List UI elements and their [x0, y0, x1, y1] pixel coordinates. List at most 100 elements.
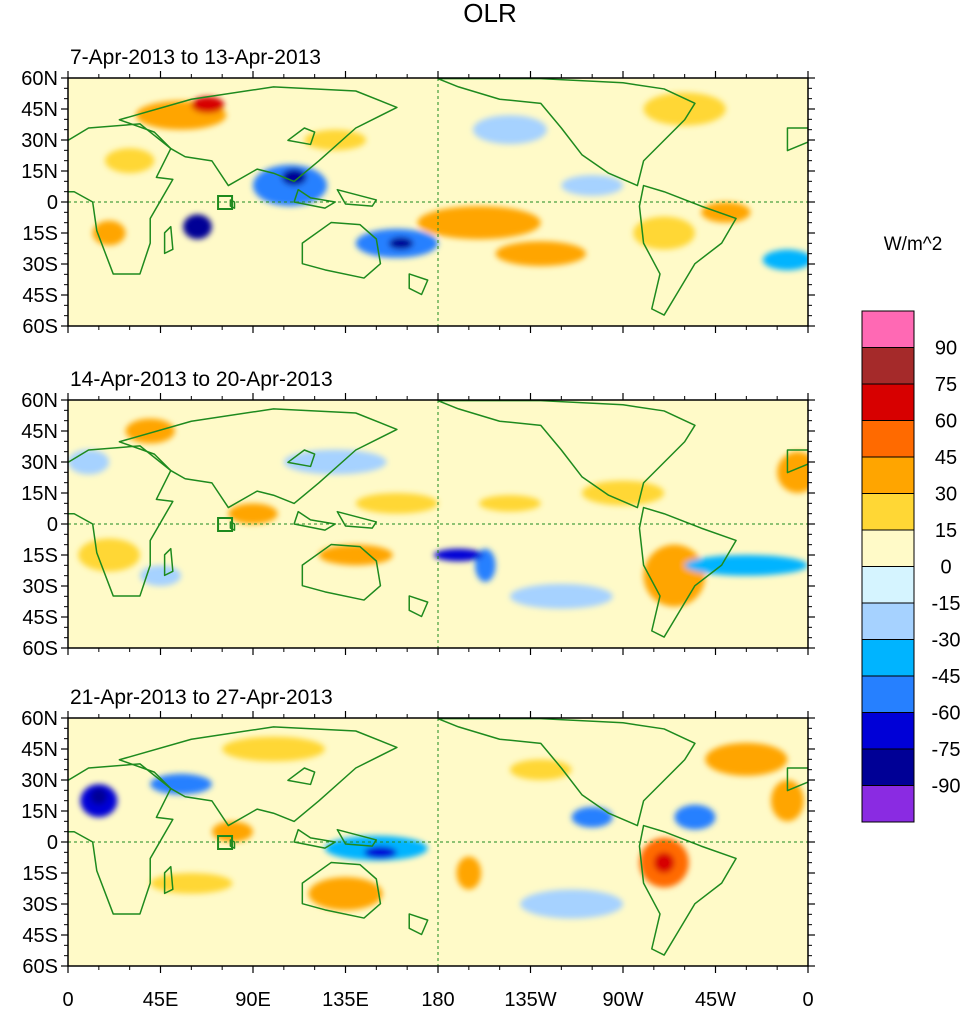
anomaly-region — [388, 237, 414, 250]
anomaly-region — [495, 241, 586, 267]
reference-box — [217, 835, 234, 850]
colorbar-swatch — [861, 602, 915, 640]
y-tick-label: 30S — [22, 894, 58, 916]
x-tick-label: 135E — [322, 989, 369, 1011]
x-tick-label: 180 — [421, 989, 454, 1011]
anomaly-region — [417, 206, 541, 240]
colorbar-swatch — [861, 675, 915, 713]
reference-box — [217, 517, 234, 532]
y-tick-label: 15S — [22, 863, 58, 885]
y-tick-label: 15N — [21, 483, 58, 505]
anomaly-region — [633, 216, 695, 250]
x-tick-label: 0 — [62, 989, 73, 1011]
y-tick-label: 0 — [47, 192, 58, 214]
anomaly-region — [571, 806, 613, 828]
anomaly-region — [479, 495, 541, 512]
anomaly-region — [150, 773, 212, 795]
figure-title: OLR — [463, 0, 516, 28]
anomaly-region — [705, 742, 788, 776]
colorbar-swatch — [861, 420, 915, 458]
anomaly-region — [456, 856, 482, 890]
y-tick-label: 45N — [21, 739, 58, 761]
x-tick-label: 45W — [695, 989, 736, 1011]
colorbar-units: W/m^2 — [884, 234, 943, 255]
anomaly-region — [561, 175, 624, 196]
y-tick-label: 45S — [22, 285, 58, 307]
colorbar-label: 60 — [935, 411, 957, 433]
y-tick-label: 45N — [21, 99, 58, 121]
y-tick-label: 30S — [22, 576, 58, 598]
y-tick-label: 0 — [47, 832, 58, 854]
y-tick-label: 15N — [21, 801, 58, 823]
y-tick-label: 0 — [47, 514, 58, 536]
x-tick-label: 90W — [602, 989, 643, 1011]
anomaly-region — [364, 846, 397, 859]
y-tick-label: 60S — [22, 316, 58, 338]
colorbar-swatch — [861, 383, 915, 421]
anomaly-region — [355, 493, 438, 514]
colorbar-swatch — [861, 639, 915, 677]
colorbar-swatch — [861, 712, 915, 750]
y-tick-label: 45S — [22, 925, 58, 947]
anomaly-region — [105, 148, 155, 174]
colorbar-swatch — [861, 748, 915, 786]
anomaly-region — [222, 736, 325, 762]
y-tick-label: 30N — [21, 770, 58, 792]
colorbar-swatch — [861, 785, 915, 823]
colorbar-label: -30 — [932, 630, 961, 652]
anomaly-region — [78, 538, 140, 572]
map-panel-3: 21-Apr-2013 to 27-Apr-2013 60N 45N 30N 15N 0 1… — [21, 686, 815, 978]
anomaly-region — [771, 780, 804, 822]
map-panels: 7-Apr-2013 to 13-Apr-2013 60N 45N 30N 15N 0 15… — [21, 46, 815, 978]
colorbar-label: -45 — [932, 666, 961, 688]
anomaly-region — [90, 788, 108, 805]
anomaly-region — [581, 480, 665, 506]
anomaly-region — [701, 202, 751, 223]
anomaly-region — [509, 583, 613, 609]
y-tick-label: 30S — [22, 254, 58, 276]
panel-date-range: 21-Apr-2013 to 27-Apr-2013 — [70, 686, 333, 709]
anomaly-region — [308, 877, 383, 911]
anomaly-region — [304, 129, 367, 151]
x-tick-label: 135W — [504, 989, 556, 1011]
colorbar-label: 75 — [935, 374, 957, 396]
anomaly-region — [777, 451, 808, 493]
anomaly-region — [183, 214, 212, 240]
panel-date-range: 14-Apr-2013 to 20-Apr-2013 — [70, 368, 333, 391]
reference-box — [217, 195, 234, 210]
anomaly-field — [80, 736, 804, 919]
colorbar-label: 45 — [935, 447, 957, 469]
colorbar: 90 75 60 45 30 15 0 -15 -30 -45 -60 -75 -90 — [861, 310, 961, 823]
y-tick-label: 60S — [22, 638, 58, 660]
anomaly-region — [92, 220, 126, 246]
colorbar-label: -60 — [932, 703, 961, 725]
map-panel-1: 7-Apr-2013 to 13-Apr-2013 60N 45N 30N 15N 0 15… — [21, 46, 815, 338]
colorbar-label: -90 — [932, 776, 961, 798]
colorbar-swatch — [861, 566, 915, 604]
anomaly-region — [653, 852, 675, 874]
y-tick-label: 60N — [21, 68, 58, 90]
anomaly-region — [281, 168, 307, 186]
y-tick-label: 30N — [21, 452, 58, 474]
colorbar-swatch — [861, 529, 915, 567]
anomaly-region — [150, 873, 233, 894]
panel-date-range: 7-Apr-2013 to 13-Apr-2013 — [70, 46, 321, 69]
x-tick-label: 0 — [802, 989, 813, 1011]
anomaly-region — [283, 449, 387, 475]
anomaly-region — [643, 92, 726, 126]
colorbar-swatch — [861, 347, 915, 385]
x-tick-label: 90E — [235, 989, 271, 1011]
colorbar-swatch — [861, 310, 915, 348]
x-axis-tick-labels: 0 45E 90E 135E 180 135W 90W 45W 0 — [62, 989, 813, 1011]
colorbar-label: 15 — [935, 520, 957, 542]
anomaly-region — [318, 544, 393, 566]
y-tick-label: 60S — [22, 956, 58, 978]
y-tick-label: 15S — [22, 223, 58, 245]
anomaly-region — [139, 565, 182, 587]
anomaly-region — [674, 804, 716, 830]
anomaly-region — [191, 96, 225, 114]
colorbar-label: 0 — [940, 557, 951, 579]
y-tick-label: 15S — [22, 545, 58, 567]
y-tick-label: 30N — [21, 130, 58, 152]
anomaly-region — [433, 548, 484, 562]
